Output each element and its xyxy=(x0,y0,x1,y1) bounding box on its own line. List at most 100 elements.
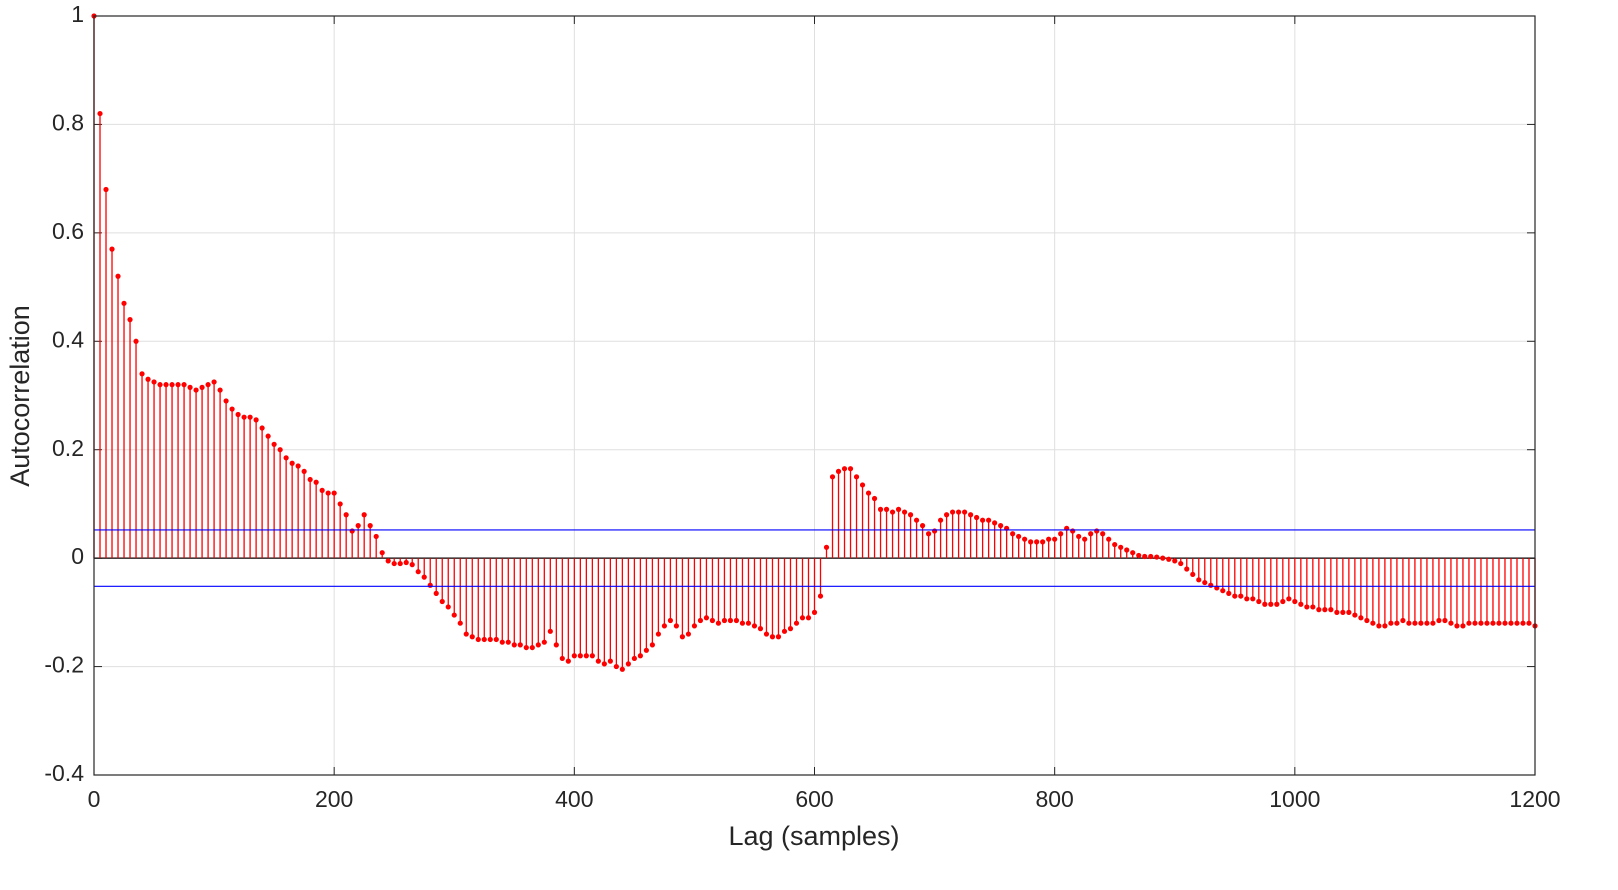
stem-marker xyxy=(487,636,493,643)
plot-frame xyxy=(93,15,1536,776)
stem-marker xyxy=(1232,593,1238,599)
stem-marker xyxy=(799,615,806,621)
stem-marker xyxy=(943,512,950,518)
stem-marker xyxy=(751,623,758,629)
stem-marker xyxy=(619,666,625,672)
x-axis-label: Lag (samples) xyxy=(728,821,899,851)
stem-marker xyxy=(1244,596,1250,602)
stem-marker xyxy=(115,273,121,279)
stem-marker xyxy=(529,644,535,651)
stem-marker xyxy=(805,615,812,621)
stem-marker xyxy=(1178,560,1184,567)
stem-marker xyxy=(1424,620,1430,626)
stem-marker xyxy=(1148,553,1154,560)
stem-marker xyxy=(1274,601,1280,607)
stem-marker xyxy=(565,658,571,664)
stem-marker xyxy=(931,528,938,534)
stem-marker xyxy=(427,582,433,588)
stem-marker xyxy=(667,617,674,624)
y-tick-label: -0.4 xyxy=(44,760,84,786)
stem-marker xyxy=(325,490,331,496)
stem-marker xyxy=(901,509,908,515)
stem-marker xyxy=(781,628,788,634)
stem-marker xyxy=(625,661,631,667)
stem-marker xyxy=(835,468,842,474)
stem-marker xyxy=(313,479,319,485)
stem-marker xyxy=(727,617,734,624)
stem-marker xyxy=(1070,528,1076,534)
stem-marker xyxy=(691,623,698,629)
stem-marker xyxy=(415,569,421,575)
stem-marker xyxy=(289,460,295,466)
stem-marker xyxy=(403,559,409,566)
stem-marker xyxy=(1388,620,1394,626)
y-tick-label: 0.2 xyxy=(52,435,84,461)
stem-marker xyxy=(1100,531,1106,537)
stem-marker xyxy=(169,382,175,388)
x-tick-label: 400 xyxy=(555,786,593,812)
stem-marker xyxy=(349,528,355,534)
stem-marker xyxy=(919,523,926,529)
stem-marker xyxy=(1328,607,1334,613)
stem-marker xyxy=(391,560,397,567)
stem-marker xyxy=(181,382,187,388)
stem-marker xyxy=(343,512,349,518)
stem-marker xyxy=(481,636,487,643)
stem-marker xyxy=(1364,617,1370,624)
y-tick-label: 0.8 xyxy=(52,110,84,136)
stem-marker xyxy=(547,628,553,634)
stem-marker xyxy=(1394,620,1400,626)
stem-marker xyxy=(1124,547,1130,553)
x-tick-label: 600 xyxy=(795,786,833,812)
stem-marker xyxy=(409,562,415,568)
stem-marker xyxy=(745,620,752,626)
stem-marker xyxy=(1202,579,1208,586)
x-tick-label: 1000 xyxy=(1269,786,1320,812)
stem-marker xyxy=(535,642,541,648)
stem-marker xyxy=(769,634,776,640)
stem-marker xyxy=(1172,558,1178,564)
stem-marker xyxy=(1340,609,1346,615)
stem-marker xyxy=(511,642,517,648)
stem-marker xyxy=(1208,582,1214,588)
stem-marker xyxy=(553,642,559,648)
stem-marker xyxy=(937,517,944,523)
stem-marker xyxy=(541,639,547,645)
stem-marker xyxy=(793,620,800,626)
stem-marker xyxy=(283,455,289,461)
stem-marker xyxy=(1280,598,1286,605)
stem-marker xyxy=(1058,531,1064,537)
stem-marker xyxy=(1262,601,1268,607)
stem-marker xyxy=(1526,620,1532,626)
stem-marker xyxy=(259,425,265,431)
x-tick-label: 800 xyxy=(1035,786,1073,812)
stem-marker xyxy=(631,655,637,662)
stem-marker xyxy=(775,634,782,640)
stem-marker xyxy=(151,379,157,385)
stem-marker xyxy=(397,560,403,567)
stem-marker xyxy=(1130,550,1136,556)
stem-marker xyxy=(1436,617,1442,624)
stem-marker xyxy=(1490,620,1496,626)
stem-marker xyxy=(205,382,211,388)
stem-marker xyxy=(235,411,241,418)
stem-marker xyxy=(445,604,451,610)
stem-marker xyxy=(439,598,445,605)
stem-marker xyxy=(1082,536,1088,542)
stem-marker xyxy=(571,653,577,659)
stem-marker xyxy=(355,523,361,529)
stem-marker xyxy=(1046,536,1052,542)
stem-marker xyxy=(1406,620,1412,626)
stem-marker xyxy=(277,447,283,453)
stem-marker xyxy=(733,617,740,624)
stem-marker xyxy=(721,617,728,624)
stem-marker xyxy=(97,110,103,117)
stem-marker xyxy=(1454,623,1460,629)
stem-marker xyxy=(1016,533,1022,540)
stem-marker xyxy=(1040,539,1046,545)
stem-marker xyxy=(157,382,163,388)
stem-marker xyxy=(1136,552,1142,559)
stem-marker xyxy=(1268,601,1274,607)
stem-marker xyxy=(559,655,565,662)
